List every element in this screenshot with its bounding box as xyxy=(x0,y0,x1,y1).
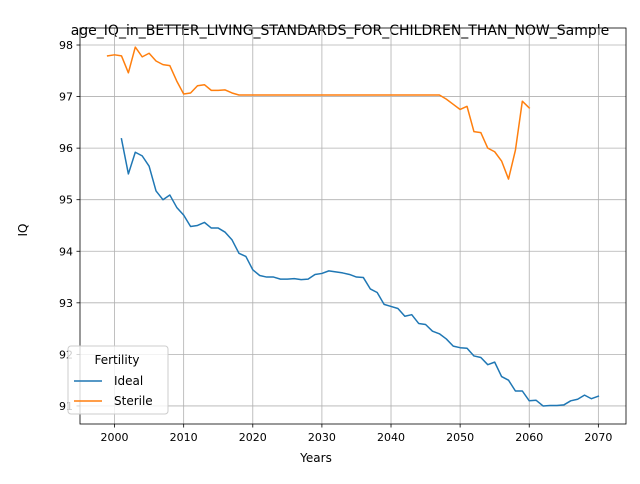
x-tick-label: 2020 xyxy=(239,431,267,444)
legend: Fertility Ideal Sterile xyxy=(67,345,169,415)
chart-title: age_IQ_in_BETTER_LIVING_STANDARDS_FOR_CH… xyxy=(71,23,610,39)
x-tick-label: 2030 xyxy=(308,431,336,444)
grid xyxy=(80,28,626,424)
x-tick-label: 2060 xyxy=(515,431,543,444)
legend-box xyxy=(67,345,169,415)
x-tick-label: 2070 xyxy=(584,431,612,444)
y-tick-label: 97 xyxy=(59,91,73,104)
y-tick-label: 95 xyxy=(59,194,73,207)
x-tick-label: 2040 xyxy=(377,431,405,444)
series-line-sterile xyxy=(106,46,531,180)
legend-label-sterile: Sterile xyxy=(114,394,153,408)
x-tick-label: 2050 xyxy=(446,431,474,444)
plot-frame xyxy=(79,27,627,425)
y-tick-label: 94 xyxy=(59,245,73,258)
x-tick-label: 2010 xyxy=(170,431,198,444)
y-axis-label: IQ xyxy=(16,224,30,237)
ticks: 2000 2010 2020 2030 2040 2050 2060 207091929394… xyxy=(59,39,612,444)
legend-title: Fertility xyxy=(94,353,139,367)
series-line-ideal xyxy=(120,137,600,407)
y-tick-label: 96 xyxy=(59,142,73,155)
x-axis-label: Years xyxy=(299,451,332,465)
series-lines xyxy=(106,46,600,407)
x-tick-label: 2000 xyxy=(101,431,129,444)
legend-label-ideal: Ideal xyxy=(114,374,143,388)
y-tick-label: 93 xyxy=(59,297,73,310)
y-tick-label: 98 xyxy=(59,39,73,52)
